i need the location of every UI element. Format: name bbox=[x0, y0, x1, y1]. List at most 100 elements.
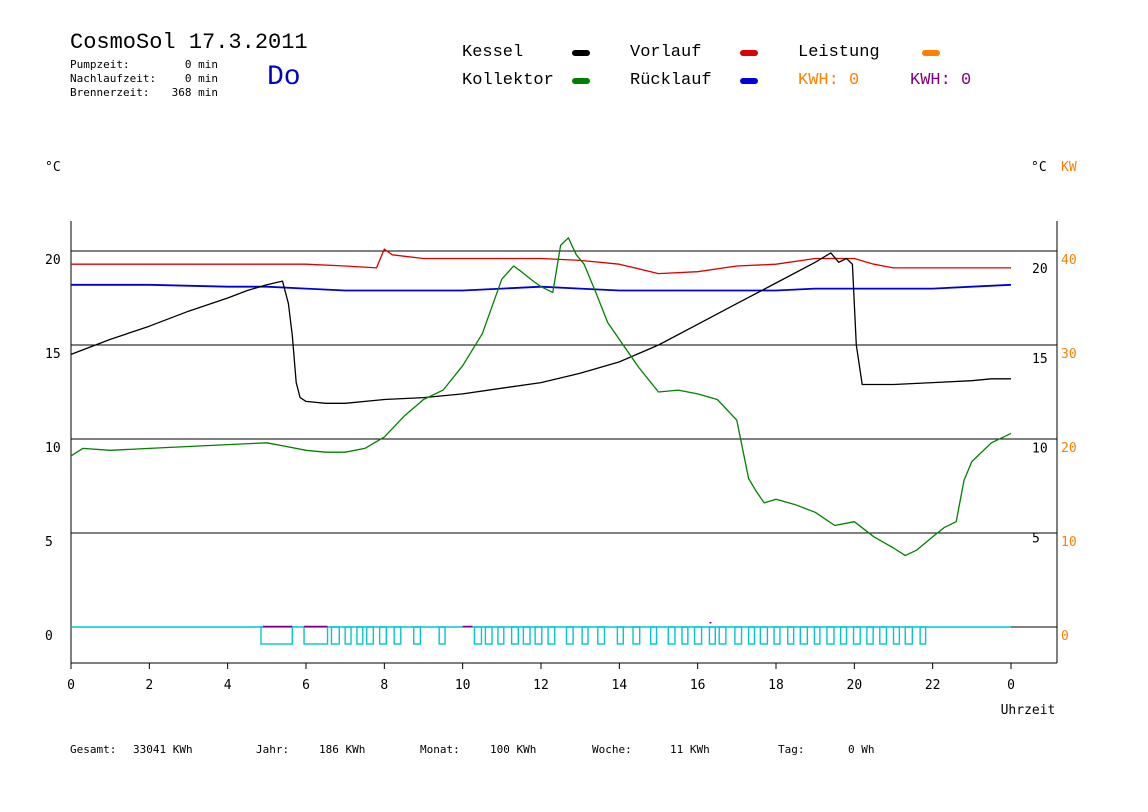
x-tick-label: 20 bbox=[847, 678, 863, 693]
legend-leistung-label: Leistung bbox=[798, 43, 880, 62]
y-kw-axis-title: KW bbox=[1061, 160, 1077, 175]
y-kw-tick-label: 0 bbox=[1061, 629, 1069, 644]
y-right-tick-label: 5 bbox=[1032, 531, 1040, 546]
pump-pulse bbox=[438, 626, 446, 645]
x-tick-label: 22 bbox=[925, 678, 941, 693]
footer-monat-value: 100 KWh bbox=[490, 743, 537, 756]
legend-ruecklauf-swatch bbox=[740, 78, 758, 84]
x-tick-label: 18 bbox=[768, 678, 784, 693]
pump-pulse bbox=[649, 626, 658, 645]
pump-pulse bbox=[799, 626, 809, 645]
y-right-tick-label: 20 bbox=[1032, 262, 1048, 277]
stat-pumpzeit-value: 0 min bbox=[184, 58, 218, 71]
x-tick-label: 12 bbox=[533, 678, 549, 693]
legend-kollektor-swatch bbox=[572, 78, 590, 84]
pump-pulse bbox=[813, 626, 821, 645]
legend-kwh-purple: KWH: 0 bbox=[910, 71, 972, 90]
y-kw-tick-label: 10 bbox=[1061, 535, 1077, 550]
legend-ruecklauf-label: Rücklauf bbox=[630, 71, 712, 90]
footer-gesamt-value: 33041 KWh bbox=[133, 743, 193, 756]
x-tick-label: 6 bbox=[302, 678, 310, 693]
pump-pulse bbox=[787, 626, 795, 645]
pump-pulse bbox=[303, 626, 329, 645]
pump-pulse bbox=[879, 626, 888, 645]
y-kw-tick-label: 20 bbox=[1061, 441, 1077, 456]
pump-pulse bbox=[547, 626, 556, 645]
pump-pulse bbox=[667, 626, 676, 645]
pump-pulse bbox=[473, 626, 483, 645]
y-left-axis-title: °C bbox=[45, 160, 61, 175]
footer-jahr-label: Jahr: bbox=[256, 743, 290, 756]
stat-brennerzeit-label: Brennerzeit: bbox=[70, 86, 150, 99]
x-axis-title: Uhrzeit bbox=[1001, 703, 1056, 718]
pump-pulse bbox=[734, 626, 743, 645]
footer-gesamt-label: Gesamt: bbox=[70, 743, 117, 756]
pump-pulse bbox=[919, 626, 927, 645]
x-tick-label: 10 bbox=[455, 678, 471, 693]
y-kw-tick-label: 30 bbox=[1061, 347, 1077, 362]
legend-leistung-swatch bbox=[922, 50, 940, 56]
temperature-chart: 0 2 4 6 8 10 12 14 16 18 20 22 0 Uhrzeit 0 5 10 15 20 °C 5 10… bbox=[45, 160, 1077, 718]
pump-pulse bbox=[718, 626, 727, 645]
pump-pulse bbox=[747, 626, 756, 645]
pump-pulse bbox=[839, 626, 848, 645]
y-right-axis-title: °C bbox=[1031, 160, 1047, 175]
axes-layer bbox=[70, 221, 1058, 669]
footer-monat-label: Monat: bbox=[420, 743, 460, 756]
legend-kessel-label: Kessel bbox=[462, 43, 524, 62]
pump-pulse bbox=[852, 626, 861, 645]
pump-pulse bbox=[330, 626, 340, 645]
legend-vorlauf-label: Vorlauf bbox=[630, 43, 702, 62]
weekday-label: Do bbox=[267, 62, 301, 93]
stat-brennerzeit-value: 368 min bbox=[171, 86, 218, 99]
x-tick-label: 0 bbox=[1007, 678, 1015, 693]
pump-pulse bbox=[892, 626, 901, 645]
legend-vorlauf-swatch bbox=[740, 50, 758, 56]
pump-pulse bbox=[773, 626, 781, 645]
y-right-tick-label: 10 bbox=[1032, 442, 1048, 457]
pump-pulse bbox=[681, 626, 689, 645]
y-left-tick-label: 10 bbox=[45, 441, 61, 456]
pump-pulse bbox=[866, 626, 874, 645]
pump-pulse bbox=[632, 626, 641, 645]
x-tick-label: 4 bbox=[224, 678, 232, 693]
series-kollektor-line bbox=[70, 237, 1012, 557]
chart-title: CosmoSol 17.3.2011 bbox=[70, 30, 308, 55]
y-left-tick-label: 0 bbox=[45, 629, 53, 644]
pump-pulse bbox=[378, 626, 387, 645]
pump-pulse bbox=[510, 626, 519, 645]
pump-pulse bbox=[522, 626, 531, 645]
legend-kwh-orange: KWH: 0 bbox=[798, 71, 860, 90]
y-right-tick-label: 15 bbox=[1032, 352, 1048, 367]
pump-pulse bbox=[693, 626, 703, 645]
series-kessel-line bbox=[70, 252, 1011, 404]
stat-pumpzeit-label: Pumpzeit: bbox=[70, 58, 130, 71]
pump-pulse bbox=[904, 626, 913, 645]
pump-pulse bbox=[393, 626, 402, 645]
pump-pulse bbox=[826, 626, 835, 645]
series-vorlauf-line bbox=[71, 248, 1011, 275]
labels-layer: 0 2 4 6 8 10 12 14 16 18 20 22 0 Uhrzeit 0 5 10 15 20 °C 5 10… bbox=[45, 160, 1077, 718]
pump-pulse bbox=[413, 626, 422, 645]
pump-pulse bbox=[708, 626, 716, 645]
pump-pulse bbox=[356, 626, 364, 645]
pump-pulse bbox=[581, 626, 589, 645]
footer-tag-value: 0 Wh bbox=[848, 743, 875, 756]
x-tick-label: 8 bbox=[380, 678, 388, 693]
series-ruecklauf-line bbox=[71, 283, 1012, 292]
pump-pulse bbox=[534, 626, 543, 645]
y-left-tick-label: 20 bbox=[45, 253, 61, 268]
series-layer bbox=[70, 237, 1012, 645]
pump-pulse bbox=[759, 626, 769, 645]
y-left-tick-label: 5 bbox=[45, 535, 53, 550]
x-tick-label: 16 bbox=[690, 678, 706, 693]
footer-jahr-value: 186 KWh bbox=[319, 743, 366, 756]
pump-pulse bbox=[597, 626, 606, 645]
legend-kessel-swatch bbox=[572, 50, 590, 56]
pump-pulse bbox=[484, 626, 493, 645]
footer-woche-label: Woche: bbox=[592, 743, 632, 756]
x-tick-label: 14 bbox=[612, 678, 628, 693]
y-kw-tick-label: 40 bbox=[1061, 253, 1077, 268]
pump-pulse bbox=[366, 626, 375, 645]
pump-pulse bbox=[497, 626, 505, 645]
